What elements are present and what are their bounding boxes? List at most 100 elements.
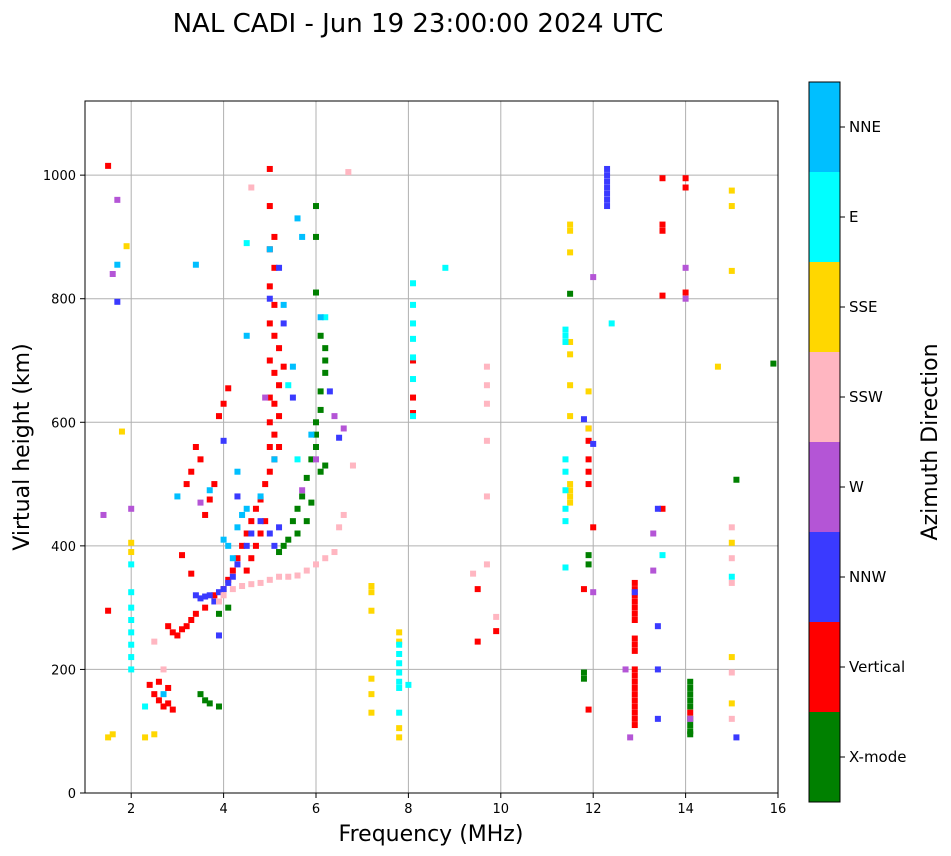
data-point [410,301,417,308]
data-point [590,440,597,447]
data-point [128,505,135,512]
data-point [410,354,417,361]
data-point [128,654,135,661]
data-point [276,444,283,450]
data-point [631,586,638,593]
data-point [197,499,204,506]
data-point [280,542,287,549]
data-point [100,511,107,518]
data-point [280,301,287,308]
data-point [243,567,250,574]
data-point [192,610,199,617]
data-point [128,629,135,636]
data-point [493,613,500,620]
data-point [257,493,264,500]
data-point [410,280,417,287]
data-point [631,617,638,623]
data-point [631,579,638,586]
data-point [604,172,611,179]
data-point [631,610,638,617]
colorbar-segment [809,172,840,262]
data-point [160,703,167,710]
data-point [234,524,241,531]
data-point [211,592,218,599]
x-tick-label: 4 [219,802,227,817]
data-point [183,481,190,488]
data-point [252,542,259,549]
data-point [562,332,569,339]
data-point [155,697,162,704]
data-point [280,320,287,327]
y-tick-label: 600 [51,416,76,431]
data-point [396,650,403,657]
data-point [215,610,222,617]
data-point [368,709,375,716]
data-point [215,589,222,596]
data-point [493,628,500,635]
data-point [659,221,666,228]
colorbar-frame [808,81,841,803]
data-point [114,298,121,305]
data-point [303,518,310,525]
data-point [294,530,301,537]
data-point [105,162,112,169]
data-point [285,573,292,580]
data-point [396,684,403,691]
x-tick-label: 14 [677,802,694,817]
data-point [580,416,587,423]
data-point [728,700,735,707]
data-point [728,267,735,274]
data-point [567,290,574,297]
data-point [322,357,329,364]
data-point [567,351,574,358]
data-point [410,410,417,417]
data-point [266,468,273,475]
plot-frame [84,100,779,794]
data-point [396,709,403,716]
data-point [650,530,657,537]
data-point [271,456,278,463]
data-point [151,731,158,738]
data-point [728,539,735,546]
data-point [243,240,250,247]
data-point [308,431,315,438]
data-point [303,474,310,481]
data-point [280,363,287,370]
series-ssw [151,169,735,722]
data-point [128,589,135,596]
data-point [151,691,158,698]
data-point [206,700,213,707]
data-point [225,385,232,392]
colorbar-segment [809,532,840,622]
data-point [567,493,574,500]
data-point [567,221,574,228]
data-point [396,669,403,676]
data-point [631,691,638,698]
data-point [728,654,735,661]
data-point [243,332,250,339]
data-point [202,511,209,518]
data-point [128,549,135,556]
data-point [206,592,213,599]
data-point [266,530,273,537]
colorbar-segment [809,712,840,802]
data-point [654,715,661,722]
data-point [687,691,694,698]
data-point [128,539,135,546]
data-point [682,295,689,302]
data-point [294,572,301,579]
data-point [289,363,296,370]
data-point [687,722,694,729]
data-point [590,589,597,596]
data-point [687,678,694,685]
data-point [659,227,666,234]
data-point [248,184,255,191]
colorbar-label: Azimuth Direction [918,343,943,540]
data-point [317,388,324,395]
colorbar-tick-label: SSW [849,388,883,406]
data-point [299,493,306,500]
data-point [206,496,213,503]
data-point [257,530,264,537]
data-point [266,320,273,327]
data-point [234,561,241,568]
